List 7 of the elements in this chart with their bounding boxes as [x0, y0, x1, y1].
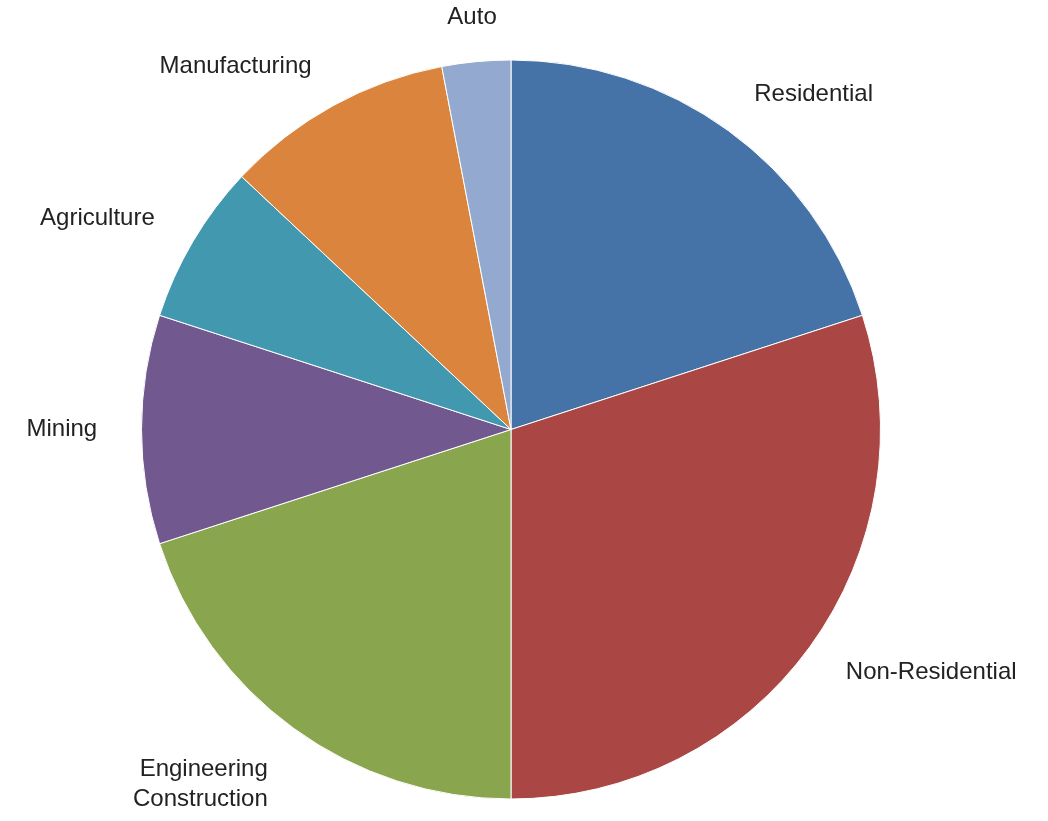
- slice-label: Residential: [754, 79, 873, 107]
- slice-label: Engineering Construction: [133, 753, 268, 811]
- slice-label: Manufacturing: [159, 51, 312, 79]
- slice-label: Mining: [26, 414, 98, 442]
- slice-label: Auto: [447, 2, 497, 30]
- slice-label: Non-Residential: [845, 657, 1017, 685]
- slice-label: Agriculture: [40, 203, 155, 231]
